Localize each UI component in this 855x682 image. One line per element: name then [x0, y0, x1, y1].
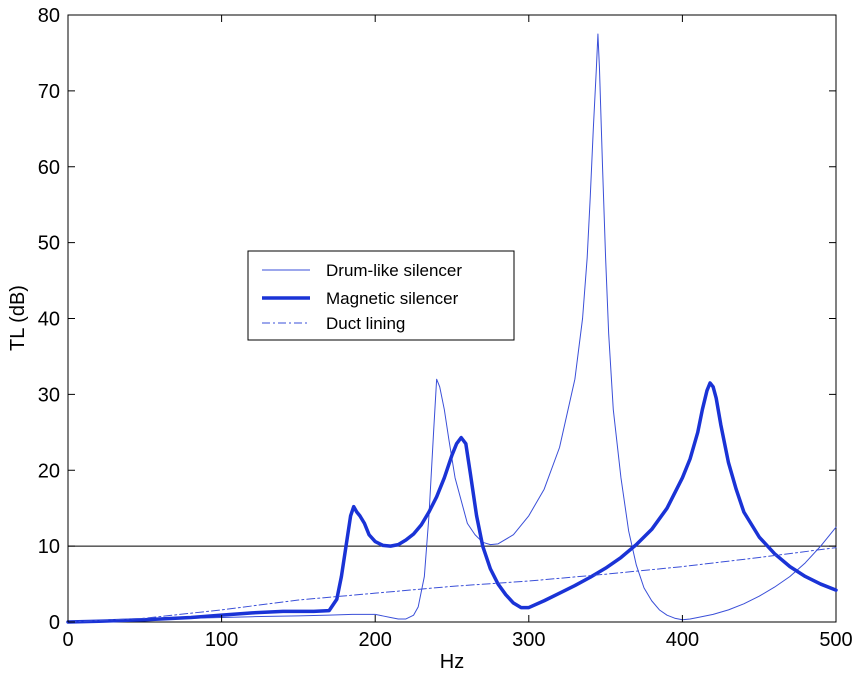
x-tick-label: 300: [512, 629, 545, 651]
x-axis-label: Hz: [440, 651, 464, 673]
x-tick-label: 100: [205, 629, 238, 651]
legend: Drum-like silencer Magnetic silencer Duc…: [247, 250, 515, 341]
y-axis-label: TL (dB): [7, 285, 29, 351]
x-tick-label: 0: [62, 629, 73, 651]
y-tick-label: 0: [49, 612, 60, 634]
y-tick-label: 50: [38, 233, 60, 255]
y-tick-label: 40: [38, 309, 60, 331]
y-tick-label: 10: [38, 536, 60, 558]
series-duct-lining: [67, 547, 837, 623]
x-tick-label: 500: [819, 629, 852, 651]
legend-box: [247, 250, 515, 341]
x-tick-label: 400: [666, 629, 699, 651]
legend-label-duct: Duct lining: [326, 314, 405, 333]
series-magnetic: [66, 381, 838, 624]
y-tick-label: 80: [38, 5, 60, 27]
y-tick-label: 60: [38, 157, 60, 179]
x-tick-label: 200: [359, 629, 392, 651]
y-tick-label: 30: [38, 384, 60, 406]
legend-label-drum: Drum-like silencer: [326, 261, 462, 280]
legend-label-magnetic: Magnetic silencer: [326, 289, 459, 308]
y-tick-label: 20: [38, 460, 60, 482]
y-tick-label: 70: [38, 81, 60, 103]
